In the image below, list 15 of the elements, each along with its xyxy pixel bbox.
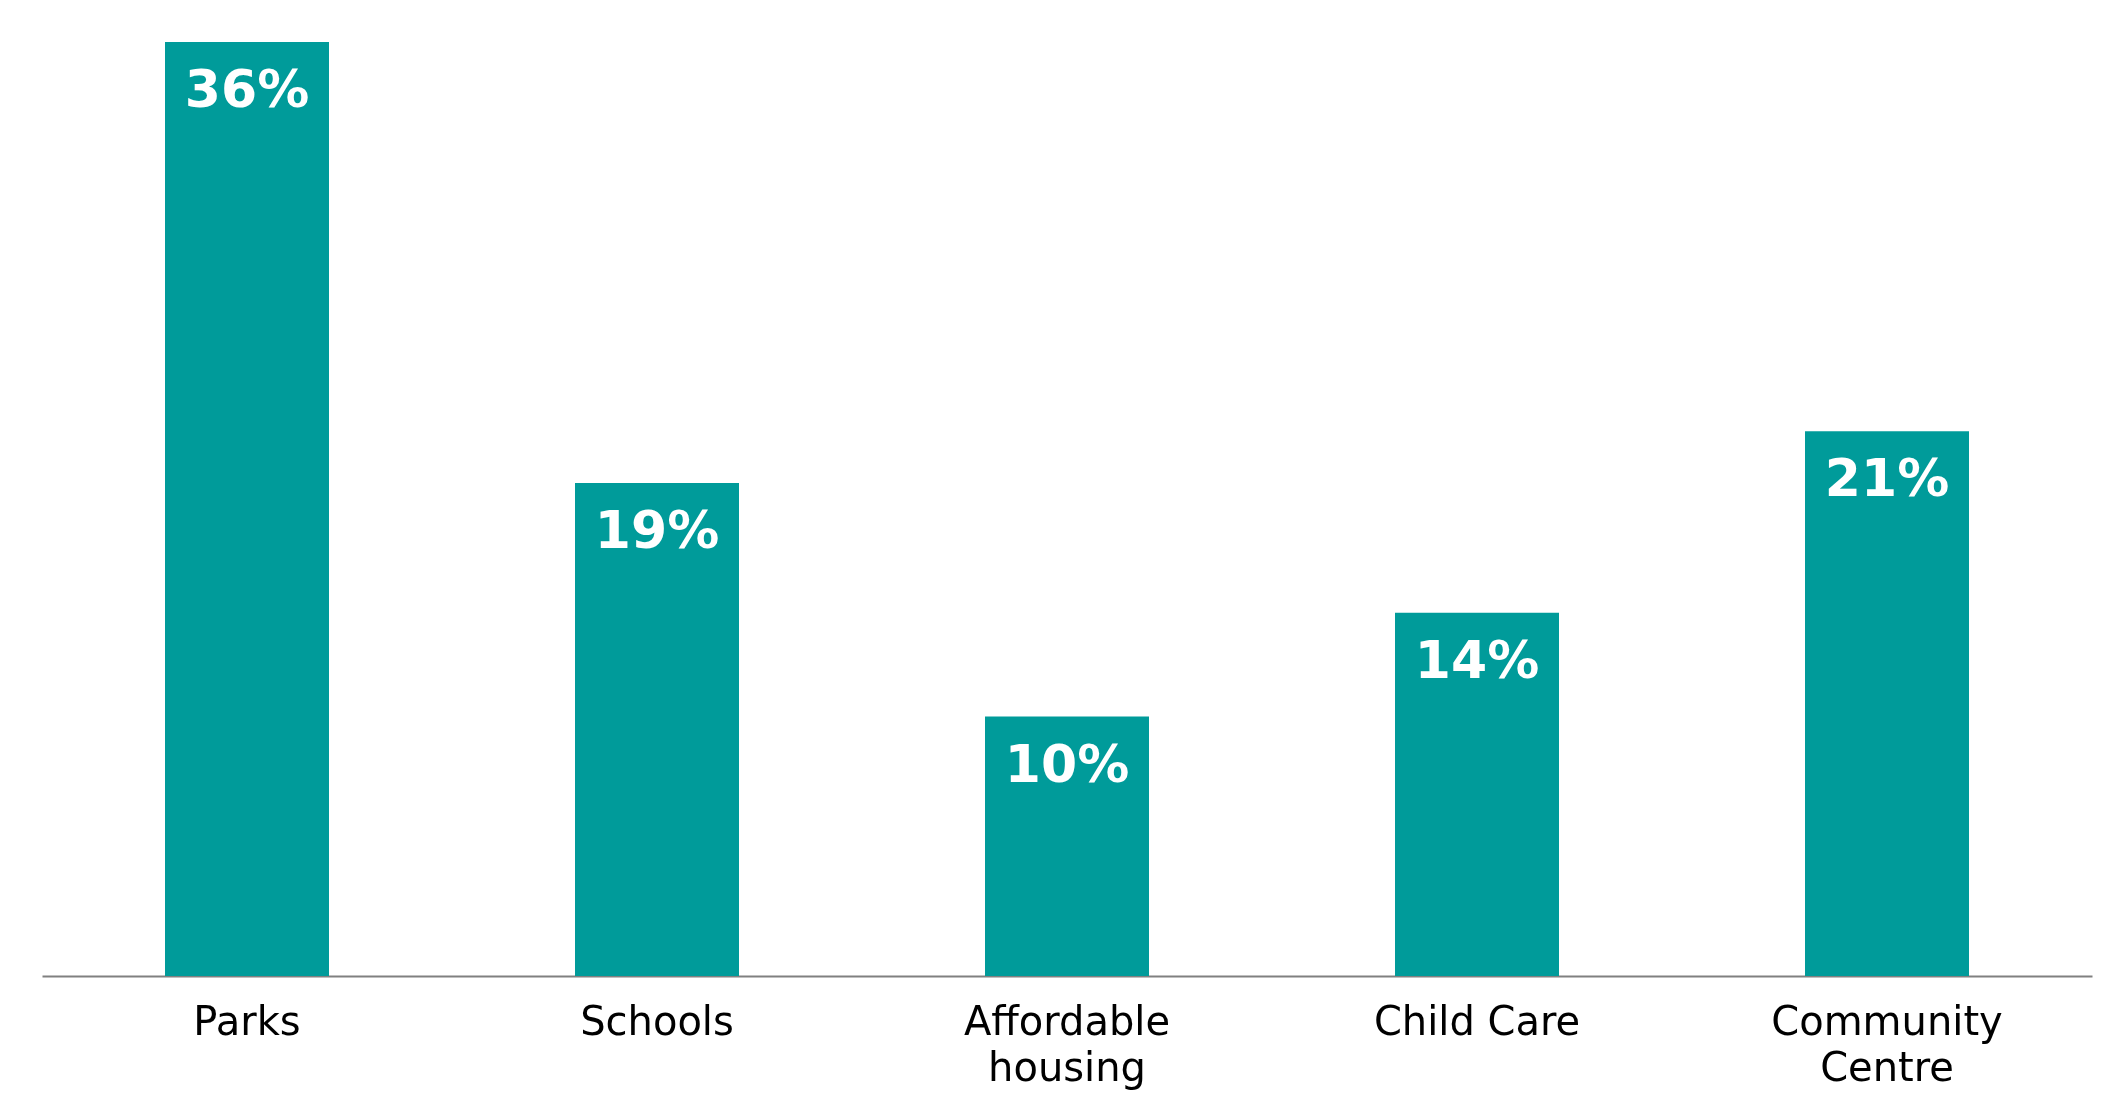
- data-label: 21%: [1824, 448, 1950, 509]
- bar: [985, 716, 1149, 976]
- data-label: 36%: [184, 59, 310, 119]
- x-tick-label: Parks: [193, 997, 301, 1044]
- x-tick-label: Child Care: [1373, 997, 1581, 1044]
- bar: [1805, 431, 1969, 976]
- data-label: 10%: [1004, 733, 1130, 794]
- data-label: 14%: [1414, 629, 1540, 690]
- data-label: 19%: [594, 500, 720, 561]
- bar: [1395, 612, 1559, 976]
- bar: [575, 483, 739, 976]
- x-tick-label: Schools: [580, 997, 734, 1044]
- x-tick-label: Affordable housing: [963, 997, 1171, 1090]
- bar: [165, 42, 329, 976]
- x-tick-label: Community Centre: [1771, 997, 2003, 1090]
